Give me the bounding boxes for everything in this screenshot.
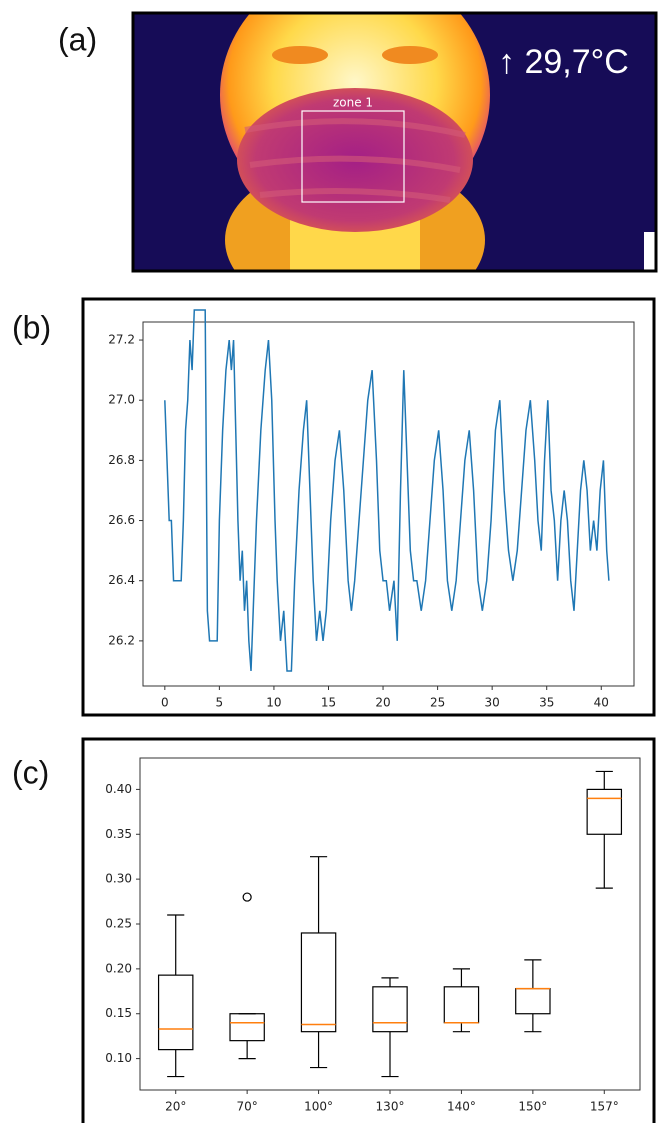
x-tick-label: 40 [594,696,609,710]
x-tick-label: 20 [375,696,390,710]
x-tick-label: 5 [216,696,224,710]
zone-label: zone 1 [333,96,373,110]
axes-frame [142,321,635,687]
box [157,974,194,1051]
x-tick-label: 30 [485,696,500,710]
x-tick-label: 25 [430,696,445,710]
x-tick-label: 20° [165,1100,186,1114]
x-tick-label: 35 [539,696,554,710]
y-tick-label: 27.0 [108,393,135,407]
x-tick-label: 130° [376,1100,405,1114]
panel-label: (b) [12,309,51,345]
panel-frame [131,11,658,273]
y-tick-label: 0.30 [105,872,132,886]
x-tick-label: 140° [447,1100,476,1114]
box [229,1013,265,1042]
y-tick-label: 0.15 [105,1006,132,1020]
panel-frame [81,297,656,717]
y-tick-label: 26.2 [108,633,135,647]
temperature: ↑ 29,7°C [498,43,629,81]
x-tick-label: 157° [590,1100,619,1114]
box [586,788,623,835]
panel-label: (c) [12,754,49,790]
box [372,986,408,1033]
x-tick-label: 150° [518,1100,547,1114]
box [300,932,337,1033]
y-tick-label: 0.40 [105,782,132,796]
panel-frame [81,737,656,1123]
y-tick-label: 0.10 [105,1051,132,1065]
x-tick-label: 15 [321,696,336,710]
y-tick-label: 0.25 [105,917,132,931]
box [443,986,480,1024]
thermal-image [134,14,655,270]
data-line [164,309,610,672]
x-tick-label: 70° [237,1100,258,1114]
y-tick-label: 26.6 [108,513,135,527]
x-tick-label: 100° [304,1100,333,1114]
panel-label: (a) [58,21,97,57]
y-tick-label: 26.4 [108,573,135,587]
y-tick-label: 0.20 [105,961,132,975]
outlier [242,892,252,902]
y-tick-label: 26.8 [108,453,135,467]
box [515,988,551,1015]
y-tick-label: 0.35 [105,827,132,841]
y-tick-label: 27.2 [108,333,135,347]
x-tick-label: 0 [161,696,169,710]
x-tick-label: 10 [266,696,281,710]
